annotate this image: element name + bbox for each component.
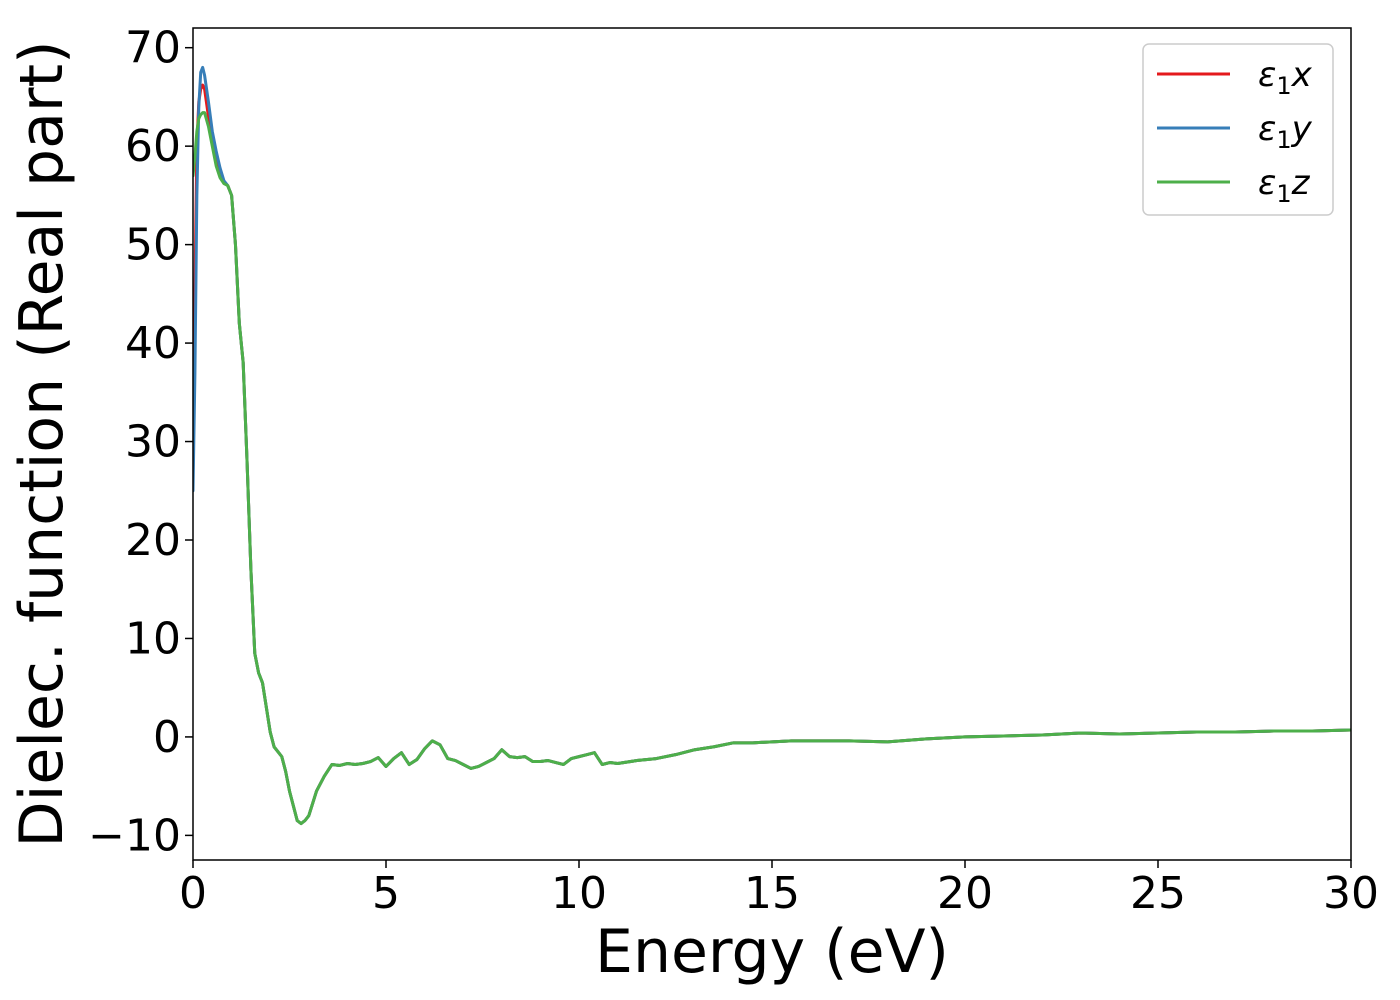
x-tick-label: 30 <box>1323 868 1379 919</box>
x-tick-label: 5 <box>372 868 400 919</box>
x-tick-label: 20 <box>937 868 993 919</box>
y-tick-label: 40 <box>125 318 181 369</box>
y-tick-label: 30 <box>125 417 181 468</box>
legend-label-x: ε1x <box>1258 55 1313 100</box>
legend-label-y: ε1y <box>1258 109 1313 154</box>
y-axis: −10 0 10 20 30 40 50 60 70 <box>88 23 193 861</box>
x-tick-label: 25 <box>1130 868 1186 919</box>
legend-box <box>1142 43 1334 216</box>
x-tick-label: 15 <box>744 868 800 919</box>
y-tick-label: 60 <box>125 121 181 172</box>
y-tick-label: 70 <box>125 23 181 74</box>
y-axis-label: Dielec. function (Real part) <box>7 41 77 848</box>
y-tick-label: 50 <box>125 220 181 271</box>
x-axis: 0 5 10 15 20 25 30 <box>179 860 1379 919</box>
series-layer <box>193 65 1351 826</box>
y-tick-label: 20 <box>125 515 181 566</box>
legend-label-z: ε1z <box>1258 163 1311 208</box>
y-tick-label: 10 <box>125 613 181 664</box>
series-line-z <box>193 111 1351 826</box>
y-tick-label: 0 <box>153 712 181 763</box>
x-axis-label: Energy (eV) <box>595 917 949 987</box>
legend: ε1x ε1y ε1z <box>1142 43 1334 216</box>
x-tick-label: 10 <box>551 868 607 919</box>
y-tick-label: −10 <box>88 810 181 861</box>
x-tick-label: 0 <box>179 868 207 919</box>
